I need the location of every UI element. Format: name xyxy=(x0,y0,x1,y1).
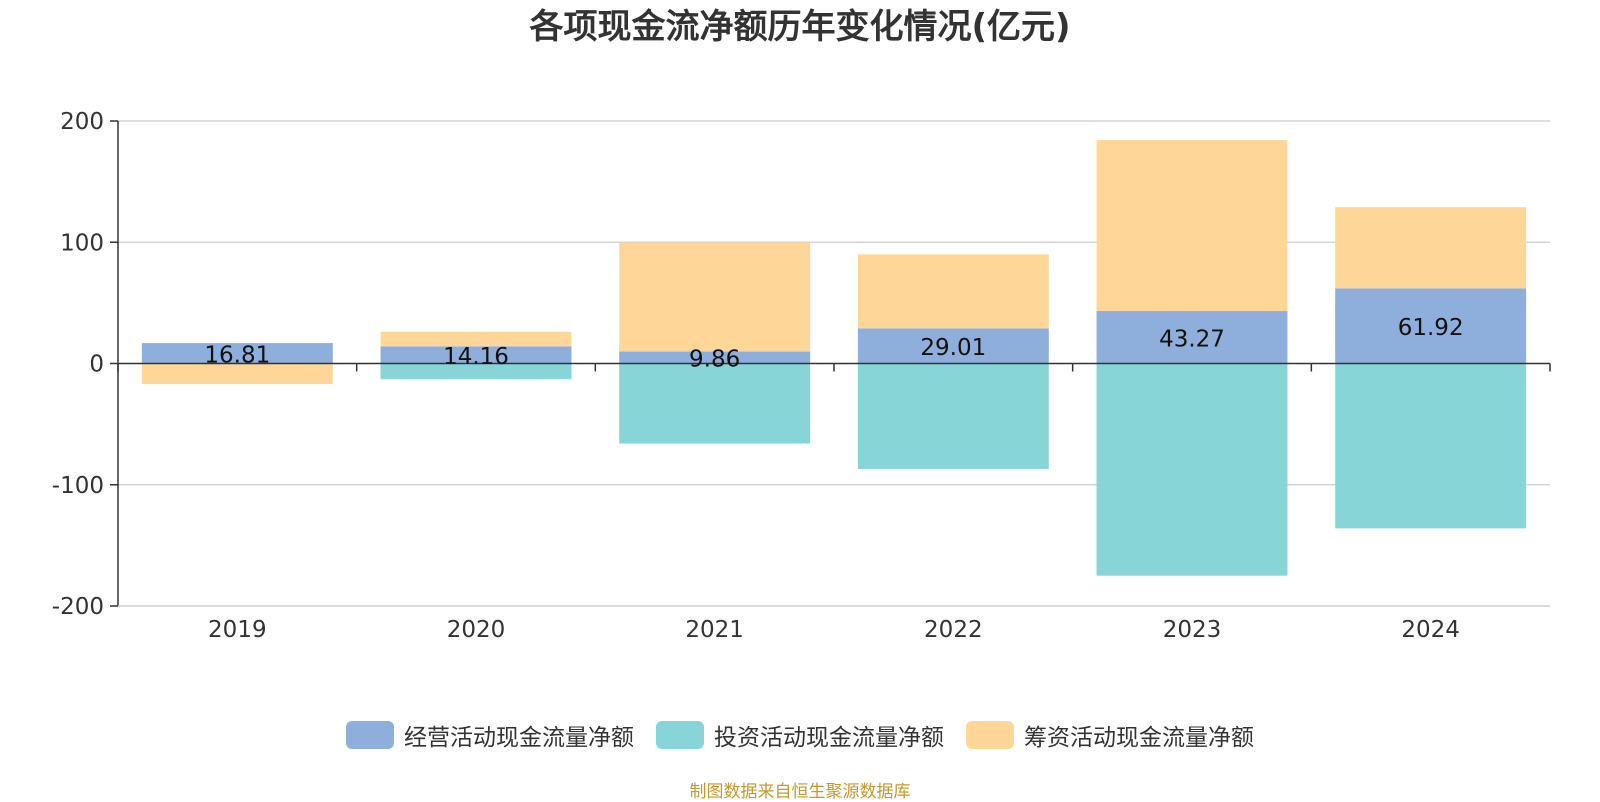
source-note: 制图数据来自恒生聚源数据库 xyxy=(0,784,1600,800)
legend-swatch-operating xyxy=(346,721,394,749)
bar-financing-2023 xyxy=(1097,140,1288,311)
data-label-operating: 14.16 xyxy=(443,344,509,370)
bar-investing-2021 xyxy=(619,364,810,444)
bar-investing-2024 xyxy=(1335,364,1526,529)
bar-financing-2024 xyxy=(1335,207,1526,288)
x-tick-label: 2021 xyxy=(685,617,744,643)
data-label-operating: 16.81 xyxy=(204,342,270,368)
x-tick-label: 2023 xyxy=(1163,617,1222,643)
x-tick-label: 2020 xyxy=(447,617,506,643)
legend-label-financing: 筹资活动现金流量净额 xyxy=(1024,718,1254,752)
y-tick-label: 100 xyxy=(60,230,104,256)
bar-investing-2022 xyxy=(858,364,1049,469)
x-tick-label: 2024 xyxy=(1401,617,1460,643)
legend-label-investing: 投资活动现金流量净额 xyxy=(714,718,944,752)
data-label-operating: 61.92 xyxy=(1398,315,1464,341)
x-tick-label: 2022 xyxy=(924,617,983,643)
data-label-operating: 9.86 xyxy=(689,347,740,373)
stacked-bar-chart: 2001000-100-2002019 2020 2021 2022 2023 2024 … xyxy=(0,0,1600,800)
bars xyxy=(142,140,1526,576)
data-label-operating: 29.01 xyxy=(920,335,986,361)
y-tick-label: -100 xyxy=(52,473,104,499)
bar-investing-2023 xyxy=(1097,364,1288,576)
y-tick-label: 0 xyxy=(89,352,104,378)
legend-item-operating[interactable]: 经营活动现金流量净额 xyxy=(346,718,634,752)
legend: 经营活动现金流量净额 投资活动现金流量净额 筹资活动现金流量净额 xyxy=(0,718,1600,752)
legend-item-investing[interactable]: 投资活动现金流量净额 xyxy=(656,718,944,752)
data-label-operating: 43.27 xyxy=(1159,326,1225,352)
legend-label-operating: 经营活动现金流量净额 xyxy=(404,718,634,752)
bar-financing-2022 xyxy=(858,254,1049,328)
legend-swatch-financing xyxy=(966,721,1014,749)
y-tick-label: -200 xyxy=(52,594,104,620)
x-tick-label: 2019 xyxy=(208,617,267,643)
bar-financing-2021 xyxy=(619,242,810,351)
y-tick-label: 200 xyxy=(60,109,104,135)
legend-swatch-investing xyxy=(656,721,704,749)
legend-item-financing[interactable]: 筹资活动现金流量净额 xyxy=(966,718,1254,752)
